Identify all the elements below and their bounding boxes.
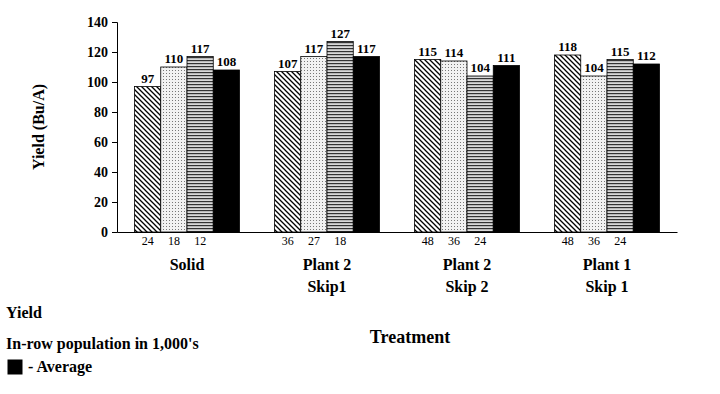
data-label: 110	[164, 51, 183, 66]
bar	[581, 76, 607, 232]
x-tick: Plant 1 Skip 1	[583, 232, 631, 296]
population-label: 27	[308, 234, 320, 248]
data-label: 97	[141, 71, 155, 86]
y-tick-mark	[112, 112, 117, 113]
y-axis: 0 20 40 60 80 100 120 140	[87, 15, 118, 240]
bar	[327, 42, 353, 233]
population-label: 18	[168, 234, 180, 248]
data-label: 118	[558, 39, 577, 54]
annotation: In-row population in 1,000's	[6, 335, 199, 353]
x-tick: Plant 2 Skip1	[303, 232, 351, 296]
bar	[555, 55, 581, 232]
data-label: 117	[304, 41, 323, 56]
y-tick-label: 120	[87, 45, 108, 60]
data-label: 115	[418, 44, 437, 59]
y-tick-label: 140	[87, 15, 108, 30]
data-label: 111	[497, 50, 515, 65]
legend-swatch	[8, 360, 22, 374]
population-label: 18	[334, 234, 346, 248]
x-tick-label-line: Plant 2	[443, 256, 491, 273]
chart: 020406080100120140SolidPlant 2Skip1Plant…	[0, 0, 720, 394]
bar	[353, 57, 379, 233]
data-label: 115	[611, 44, 630, 59]
data-label: 107	[278, 56, 298, 71]
bar	[301, 57, 327, 233]
y-tick-mark	[112, 82, 117, 83]
x-tick-label-line: Skip 2	[445, 278, 488, 296]
bar	[187, 57, 213, 233]
y-tick: 60	[94, 135, 117, 150]
bar	[161, 67, 187, 232]
population-label: 24	[614, 234, 626, 248]
population-label: 12	[194, 234, 206, 248]
y-tick: 40	[94, 165, 117, 180]
y-tick-label: 80	[94, 105, 108, 120]
y-axis-line	[112, 23, 118, 233]
y-tick-label: 0	[101, 225, 108, 240]
bar	[467, 76, 493, 232]
population-label: 36	[588, 234, 600, 248]
data-label: 108	[217, 54, 237, 69]
y-tick-mark	[112, 232, 117, 233]
y-tick: 20	[94, 195, 117, 210]
y-tick-label: 60	[94, 135, 108, 150]
data-label: 104	[470, 60, 490, 75]
data-label: 112	[637, 48, 656, 63]
annotation: Yield	[6, 304, 42, 321]
population-label: 36	[282, 234, 294, 248]
x-axis: Solid Plant 2 Skip1 Plant 2 Skip 2 Plant 1 Ski…	[118, 232, 678, 296]
data-label: 114	[444, 45, 463, 60]
bar	[441, 61, 467, 232]
y-tick-mark	[112, 202, 117, 203]
population-label: 48	[422, 234, 434, 248]
y-tick-label: 40	[94, 165, 108, 180]
bar	[135, 87, 161, 233]
data-label: 117	[357, 41, 376, 56]
bar	[415, 60, 441, 233]
x-tick-label-line: Skip1	[307, 278, 346, 296]
bar	[275, 72, 301, 233]
data-label: 127	[330, 26, 350, 41]
bar	[213, 70, 239, 232]
labels: 97 24 107 36 115 48 118 48 110 18 117 27 114 36 104 36 1…	[141, 26, 656, 249]
x-tick-label-line: Plant 2	[303, 256, 351, 273]
population-label: 24	[142, 234, 154, 248]
x-tick-label: Plant 1 Skip 1	[583, 256, 631, 296]
y-tick-mark	[112, 52, 117, 53]
y-tick: 120	[87, 45, 117, 60]
y-tick-label: 100	[87, 75, 108, 90]
x-tick: Plant 2 Skip 2	[443, 232, 491, 296]
y-tick: 140	[87, 15, 117, 30]
population-label: 24	[474, 234, 486, 248]
x-tick-label: Plant 2 Skip1	[303, 256, 351, 296]
population-label: 48	[562, 234, 574, 248]
x-tick-label: Solid	[170, 256, 205, 273]
y-axis-title: Yield (Bu/A)	[30, 84, 48, 170]
x-tick-label-line: Skip 1	[585, 278, 628, 296]
y-tick-mark	[112, 22, 117, 23]
y-tick-mark	[112, 142, 117, 143]
bar	[493, 66, 519, 233]
bar	[633, 64, 659, 232]
bar	[607, 60, 633, 233]
legend-label: - Average	[28, 358, 92, 376]
data-label: 117	[191, 41, 210, 56]
x-tick-label-line: Solid	[170, 256, 205, 273]
y-tick: 80	[94, 105, 117, 120]
y-tick: 0	[101, 225, 117, 240]
x-axis-line	[118, 232, 678, 233]
population-label: 36	[448, 234, 460, 248]
y-tick-mark	[112, 172, 117, 173]
x-tick-label-line: Plant 1	[583, 256, 631, 273]
x-axis-title: Treatment	[370, 327, 450, 347]
y-tick: 100	[87, 75, 117, 90]
legend: - Average	[8, 358, 92, 376]
y-tick-label: 20	[94, 195, 108, 210]
data-label: 104	[584, 60, 604, 75]
plot-area	[135, 42, 660, 233]
x-tick-label: Plant 2 Skip 2	[443, 256, 491, 296]
